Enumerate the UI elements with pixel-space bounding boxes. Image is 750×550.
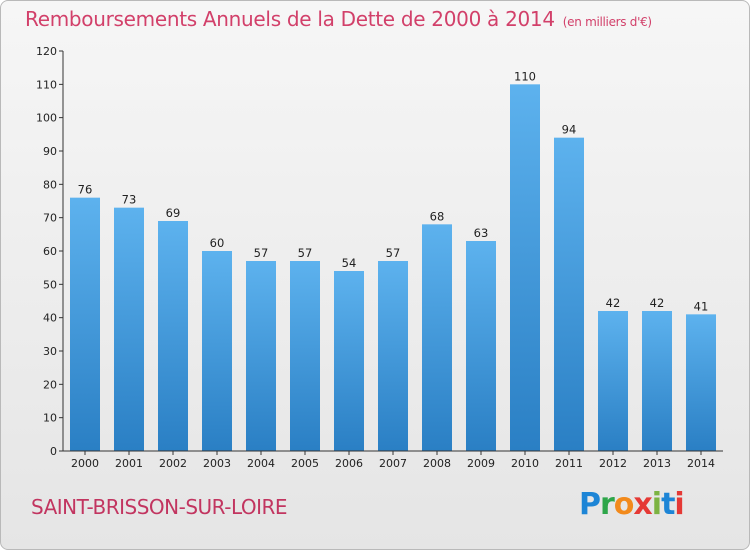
data-label-2008: 68 [430, 209, 445, 223]
y-tick-label-100: 100 [36, 112, 57, 125]
x-tick-label-2011: 2011 [555, 457, 583, 470]
bar-2014 [686, 314, 716, 451]
bars-group: 76 73 69 60 57 57 54 57 68 63 110 94 42 42 41 [70, 69, 716, 451]
y-tick-label-70: 70 [43, 212, 57, 225]
x-tick-label-2007: 2007 [379, 457, 407, 470]
x-tick-label-2012: 2012 [599, 457, 627, 470]
chart-title: Remboursements Annuels de la Dette de 20… [25, 7, 652, 31]
bar-2007 [378, 261, 408, 451]
x-tick-label-2009: 2009 [467, 457, 495, 470]
y-tick-label-30: 30 [43, 345, 57, 358]
data-label-2006: 54 [342, 256, 357, 270]
y-tick-label-20: 20 [43, 378, 57, 391]
chart-unit: (en milliers d'€) [562, 15, 652, 29]
data-label-2013: 42 [650, 296, 665, 310]
data-label-2014: 41 [694, 299, 709, 313]
bar-2003 [202, 251, 232, 451]
chart-title-text: Remboursements Annuels de la Dette de 20… [25, 7, 555, 31]
logo-letter: r [600, 487, 615, 522]
data-label-2012: 42 [606, 296, 621, 310]
logo-letter: x [633, 487, 652, 522]
data-label-2010: 110 [514, 69, 536, 83]
x-tick-label-2002: 2002 [159, 457, 187, 470]
data-label-2005: 57 [298, 246, 313, 260]
data-label-2011: 94 [562, 123, 577, 137]
x-tick-label-2003: 2003 [203, 457, 231, 470]
bar-2010 [510, 84, 540, 451]
logo-letter: i [651, 487, 662, 522]
logo-letter: o [613, 487, 635, 522]
bar-2004 [246, 261, 276, 451]
x-tick-label-2004: 2004 [247, 457, 275, 470]
bar-2013 [642, 311, 672, 451]
logo-letter: t [661, 487, 675, 522]
data-label-2007: 57 [386, 246, 401, 260]
y-tick-label-80: 80 [43, 178, 57, 191]
y-tick-label-0: 0 [50, 445, 57, 458]
data-label-2001: 73 [122, 193, 137, 207]
data-label-2004: 57 [254, 246, 269, 260]
y-tick-label-40: 40 [43, 312, 57, 325]
y-tick-label-50: 50 [43, 278, 57, 291]
x-tick-label-2008: 2008 [423, 457, 451, 470]
proxiti-logo: Proxiti [579, 487, 685, 522]
bar-2005 [290, 261, 320, 451]
data-label-2003: 60 [210, 236, 225, 250]
x-tick-label-2006: 2006 [335, 457, 363, 470]
x-tick-label-2014: 2014 [687, 457, 715, 470]
y-tick-label-10: 10 [43, 412, 57, 425]
bar-2009 [466, 241, 496, 451]
y-tick-label-60: 60 [43, 245, 57, 258]
axes-group: 2000 2001 2002 2003 2004 2005 2006 2007 2008 2009… [36, 45, 723, 470]
x-tick-label-2010: 2010 [511, 457, 539, 470]
bar-2002 [158, 221, 188, 451]
commune-name: SAINT-BRISSON-SUR-LOIRE [31, 495, 288, 519]
y-tick-label-110: 110 [36, 78, 57, 91]
x-tick-label-2001: 2001 [115, 457, 143, 470]
x-tick-label-2000: 2000 [71, 457, 99, 470]
y-tick-label-90: 90 [43, 145, 57, 158]
data-label-2000: 76 [78, 183, 93, 197]
data-label-2009: 63 [474, 226, 489, 240]
bar-2006 [334, 271, 364, 451]
bar-2001 [114, 207, 144, 451]
x-tick-label-2005: 2005 [291, 457, 319, 470]
x-tick-label-2013: 2013 [643, 457, 671, 470]
bar-2000 [70, 197, 100, 451]
bar-2011 [554, 137, 584, 451]
bar-2012 [598, 311, 628, 451]
bar-2008 [422, 224, 452, 451]
data-label-2002: 69 [166, 206, 181, 220]
logo-letter: i [674, 487, 684, 522]
y-tick-label-120: 120 [36, 45, 57, 58]
logo-letter: P [579, 487, 601, 522]
